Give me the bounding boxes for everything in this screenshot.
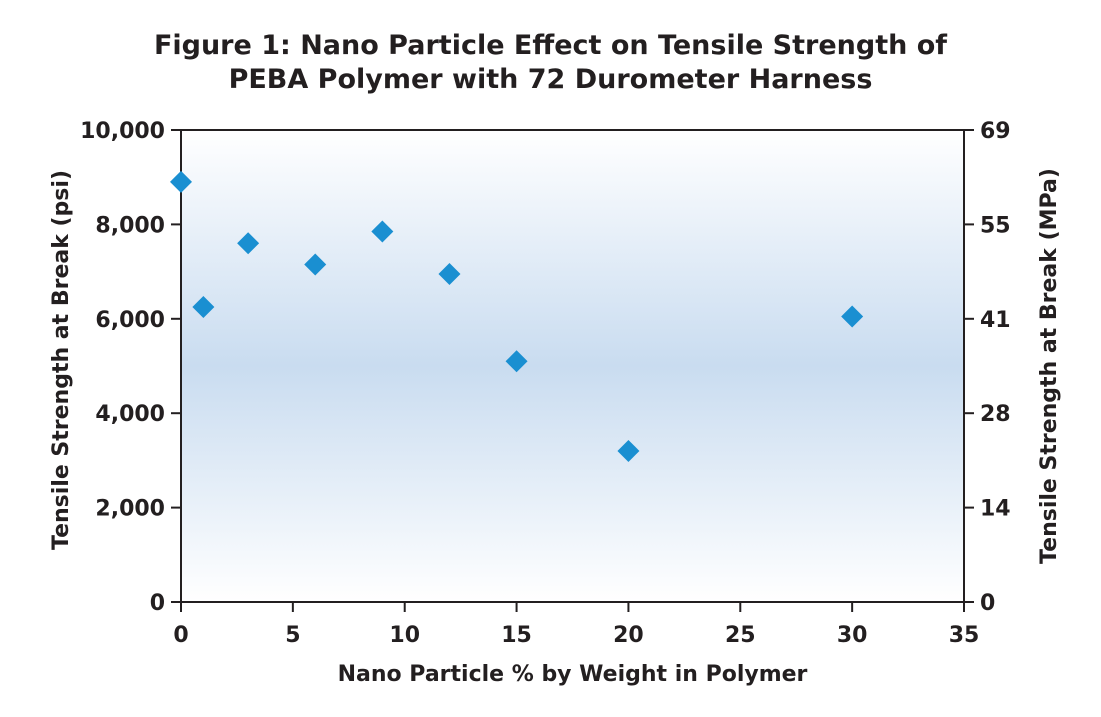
data-points <box>170 170 864 462</box>
plot-area-background <box>181 130 964 602</box>
data-point <box>617 439 640 462</box>
data-point <box>304 253 327 276</box>
y-axis-title-right: Tensile Strength at Break (MPa) <box>1037 168 1062 564</box>
data-point <box>192 296 215 318</box>
axes <box>180 129 965 603</box>
data-point <box>438 262 461 285</box>
y-tick-label-left: 10,000 <box>80 119 165 144</box>
data-point <box>841 305 864 328</box>
y-tick-label-left: 6,000 <box>95 308 165 333</box>
axis-ticks <box>171 129 974 612</box>
y-tick-label-right: 28 <box>980 402 1011 427</box>
x-tick-label: 25 <box>725 623 756 648</box>
y-tick-label-left: 2,000 <box>95 497 165 522</box>
x-tick-label: 10 <box>389 623 420 648</box>
data-point <box>237 232 260 255</box>
chart-title-line-1: Figure 1: Nano Particle Effect on Tensil… <box>153 30 948 61</box>
x-tick-label: 5 <box>285 623 300 648</box>
y-tick-label-right: 69 <box>980 119 1011 144</box>
x-tick-label: 15 <box>501 623 532 648</box>
y-axis-title-left: Tensile Strength at Break (psi) <box>49 170 74 550</box>
chart-title-line-2: PEBA Polymer with 72 Durometer Harness <box>228 64 873 95</box>
y-tick-label-right: 55 <box>980 213 1011 238</box>
x-tick-label: 0 <box>173 623 188 648</box>
data-point <box>505 350 528 373</box>
data-point <box>371 220 394 243</box>
y-tick-label-left: 0 <box>150 591 165 616</box>
tick-labels: 0 2,000 4,000 6,000 8,000 10,000 0 14 28 41 55 69 0 5… <box>80 119 1011 648</box>
y-tick-label-right: 41 <box>980 308 1011 333</box>
x-tick-label: 35 <box>949 623 980 648</box>
y-tick-label-right: 14 <box>980 497 1011 522</box>
data-point <box>170 170 192 193</box>
x-tick-label: 20 <box>613 623 644 648</box>
y-tick-label-right: 0 <box>980 591 995 616</box>
x-tick-label: 30 <box>837 623 868 648</box>
y-tick-label-left: 4,000 <box>95 402 165 427</box>
x-axis-title: Nano Particle % by Weight in Polymer <box>338 662 808 687</box>
y-tick-label-left: 8,000 <box>95 213 165 238</box>
